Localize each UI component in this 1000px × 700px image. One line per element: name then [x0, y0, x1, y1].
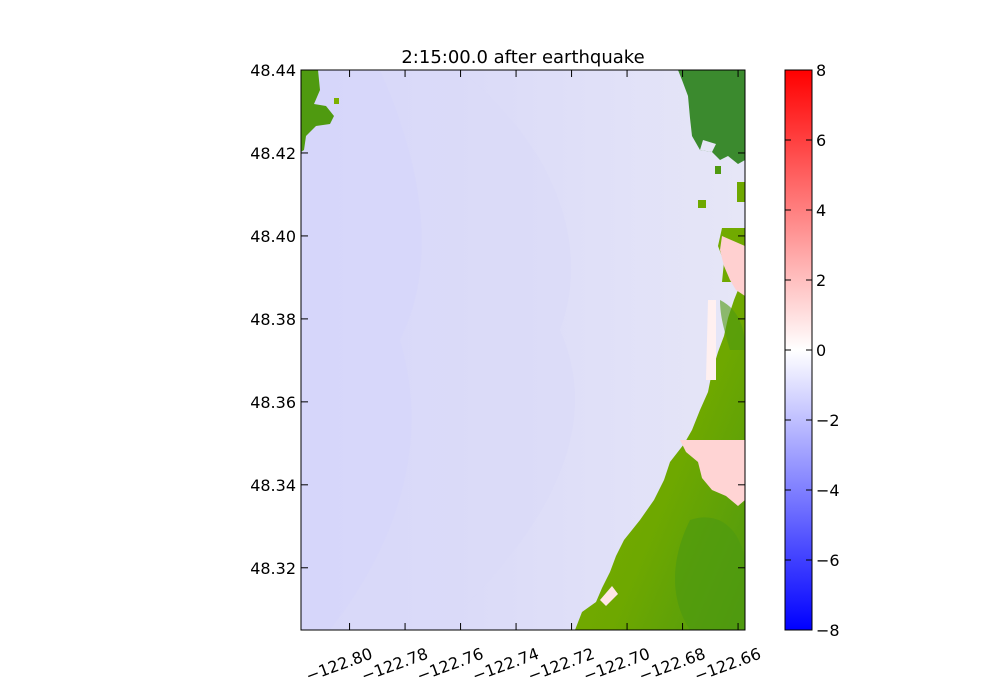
y-tick-label: 48.38: [250, 310, 296, 329]
colorbar-tick-label: 4: [816, 201, 826, 220]
colorbar-tick-label: −4: [816, 481, 840, 500]
inundation-zone: [680, 440, 745, 506]
y-tick-label: 48.40: [250, 227, 296, 246]
land-highland: [720, 300, 745, 350]
plot-frame: [300, 69, 746, 631]
colorbar-axis: 8 6 4 2 0 −2 −4 −6 −8: [785, 61, 840, 640]
chart-title: 2:15:00.0 after earthquake: [401, 47, 644, 68]
colorbar-tick-label: −6: [816, 551, 840, 570]
colorbar-tick-label: 8: [816, 61, 826, 80]
y-tick-label: 48.44: [250, 61, 296, 80]
land-islet: [737, 182, 745, 202]
colorbar-tick-label: 6: [816, 131, 826, 150]
y-tick-label: 48.32: [250, 559, 296, 578]
y-tick-label: 48.34: [250, 476, 296, 495]
plot-area: [301, 70, 745, 630]
land-islet: [334, 98, 339, 104]
y-tick-label: 48.36: [250, 393, 296, 412]
lake: [700, 140, 716, 152]
y-tick-label: 48.42: [250, 144, 296, 163]
inundation-zone: [720, 236, 745, 296]
wave-band: [301, 70, 422, 630]
inundation-zone: [600, 586, 618, 606]
colorbar-tick-label: −2: [816, 411, 840, 430]
inundation-zone: [706, 300, 716, 380]
land-northeast: [678, 70, 745, 164]
land-islet: [715, 166, 721, 174]
land-northwest: [301, 70, 334, 152]
colorbar-tick-label: −8: [816, 621, 840, 640]
colorbar-tick-label: 0: [816, 341, 826, 360]
y-axis: 48.32 48.34 48.36 48.38 48.40 48.42 48.44: [250, 61, 745, 578]
colorbar-tick-label: 2: [816, 271, 826, 290]
land-islet: [698, 200, 706, 208]
land-highland: [675, 517, 745, 630]
